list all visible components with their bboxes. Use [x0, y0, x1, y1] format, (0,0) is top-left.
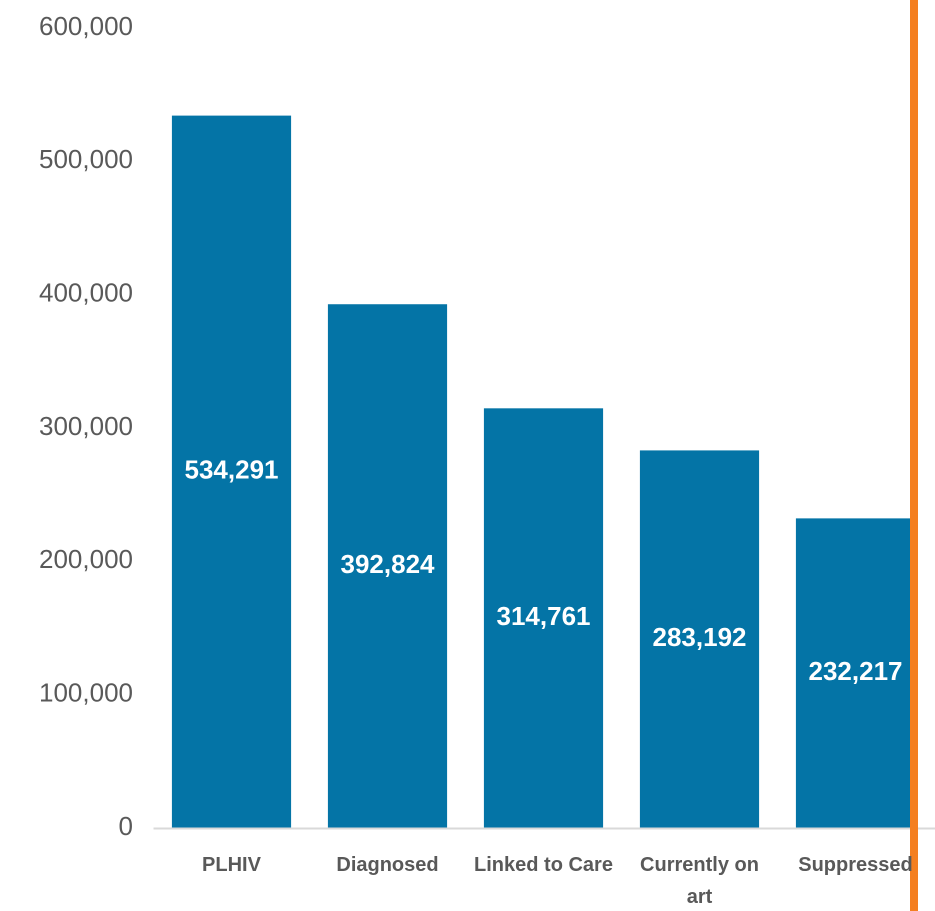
x-tick-label: Diagnosed	[336, 854, 439, 876]
bar	[483, 408, 604, 828]
bar	[327, 304, 448, 828]
value-label: 232,217	[809, 656, 903, 686]
y-tick-label: 600,000	[39, 11, 133, 41]
bar	[639, 450, 760, 828]
value-label: 314,761	[497, 601, 591, 631]
y-tick-label: 500,000	[39, 144, 133, 174]
highlight-line	[910, 0, 918, 911]
y-tick-label: 100,000	[39, 678, 133, 708]
value-label: 534,291	[185, 455, 279, 485]
x-tick-label: PLHIV	[202, 854, 261, 876]
x-tick-label: Linked to Care	[474, 854, 613, 876]
y-tick-label: 0	[119, 811, 133, 841]
y-tick-label: 400,000	[39, 278, 133, 308]
y-tick-label: 200,000	[39, 544, 133, 574]
value-label: 392,824	[341, 549, 436, 579]
value-label: 283,192	[653, 622, 747, 652]
bar	[171, 115, 292, 828]
bar	[795, 518, 916, 828]
x-tick-label: Currently on art	[640, 854, 759, 908]
y-tick-label: 300,000	[39, 411, 133, 441]
x-tick-label: Suppressed	[798, 854, 913, 876]
